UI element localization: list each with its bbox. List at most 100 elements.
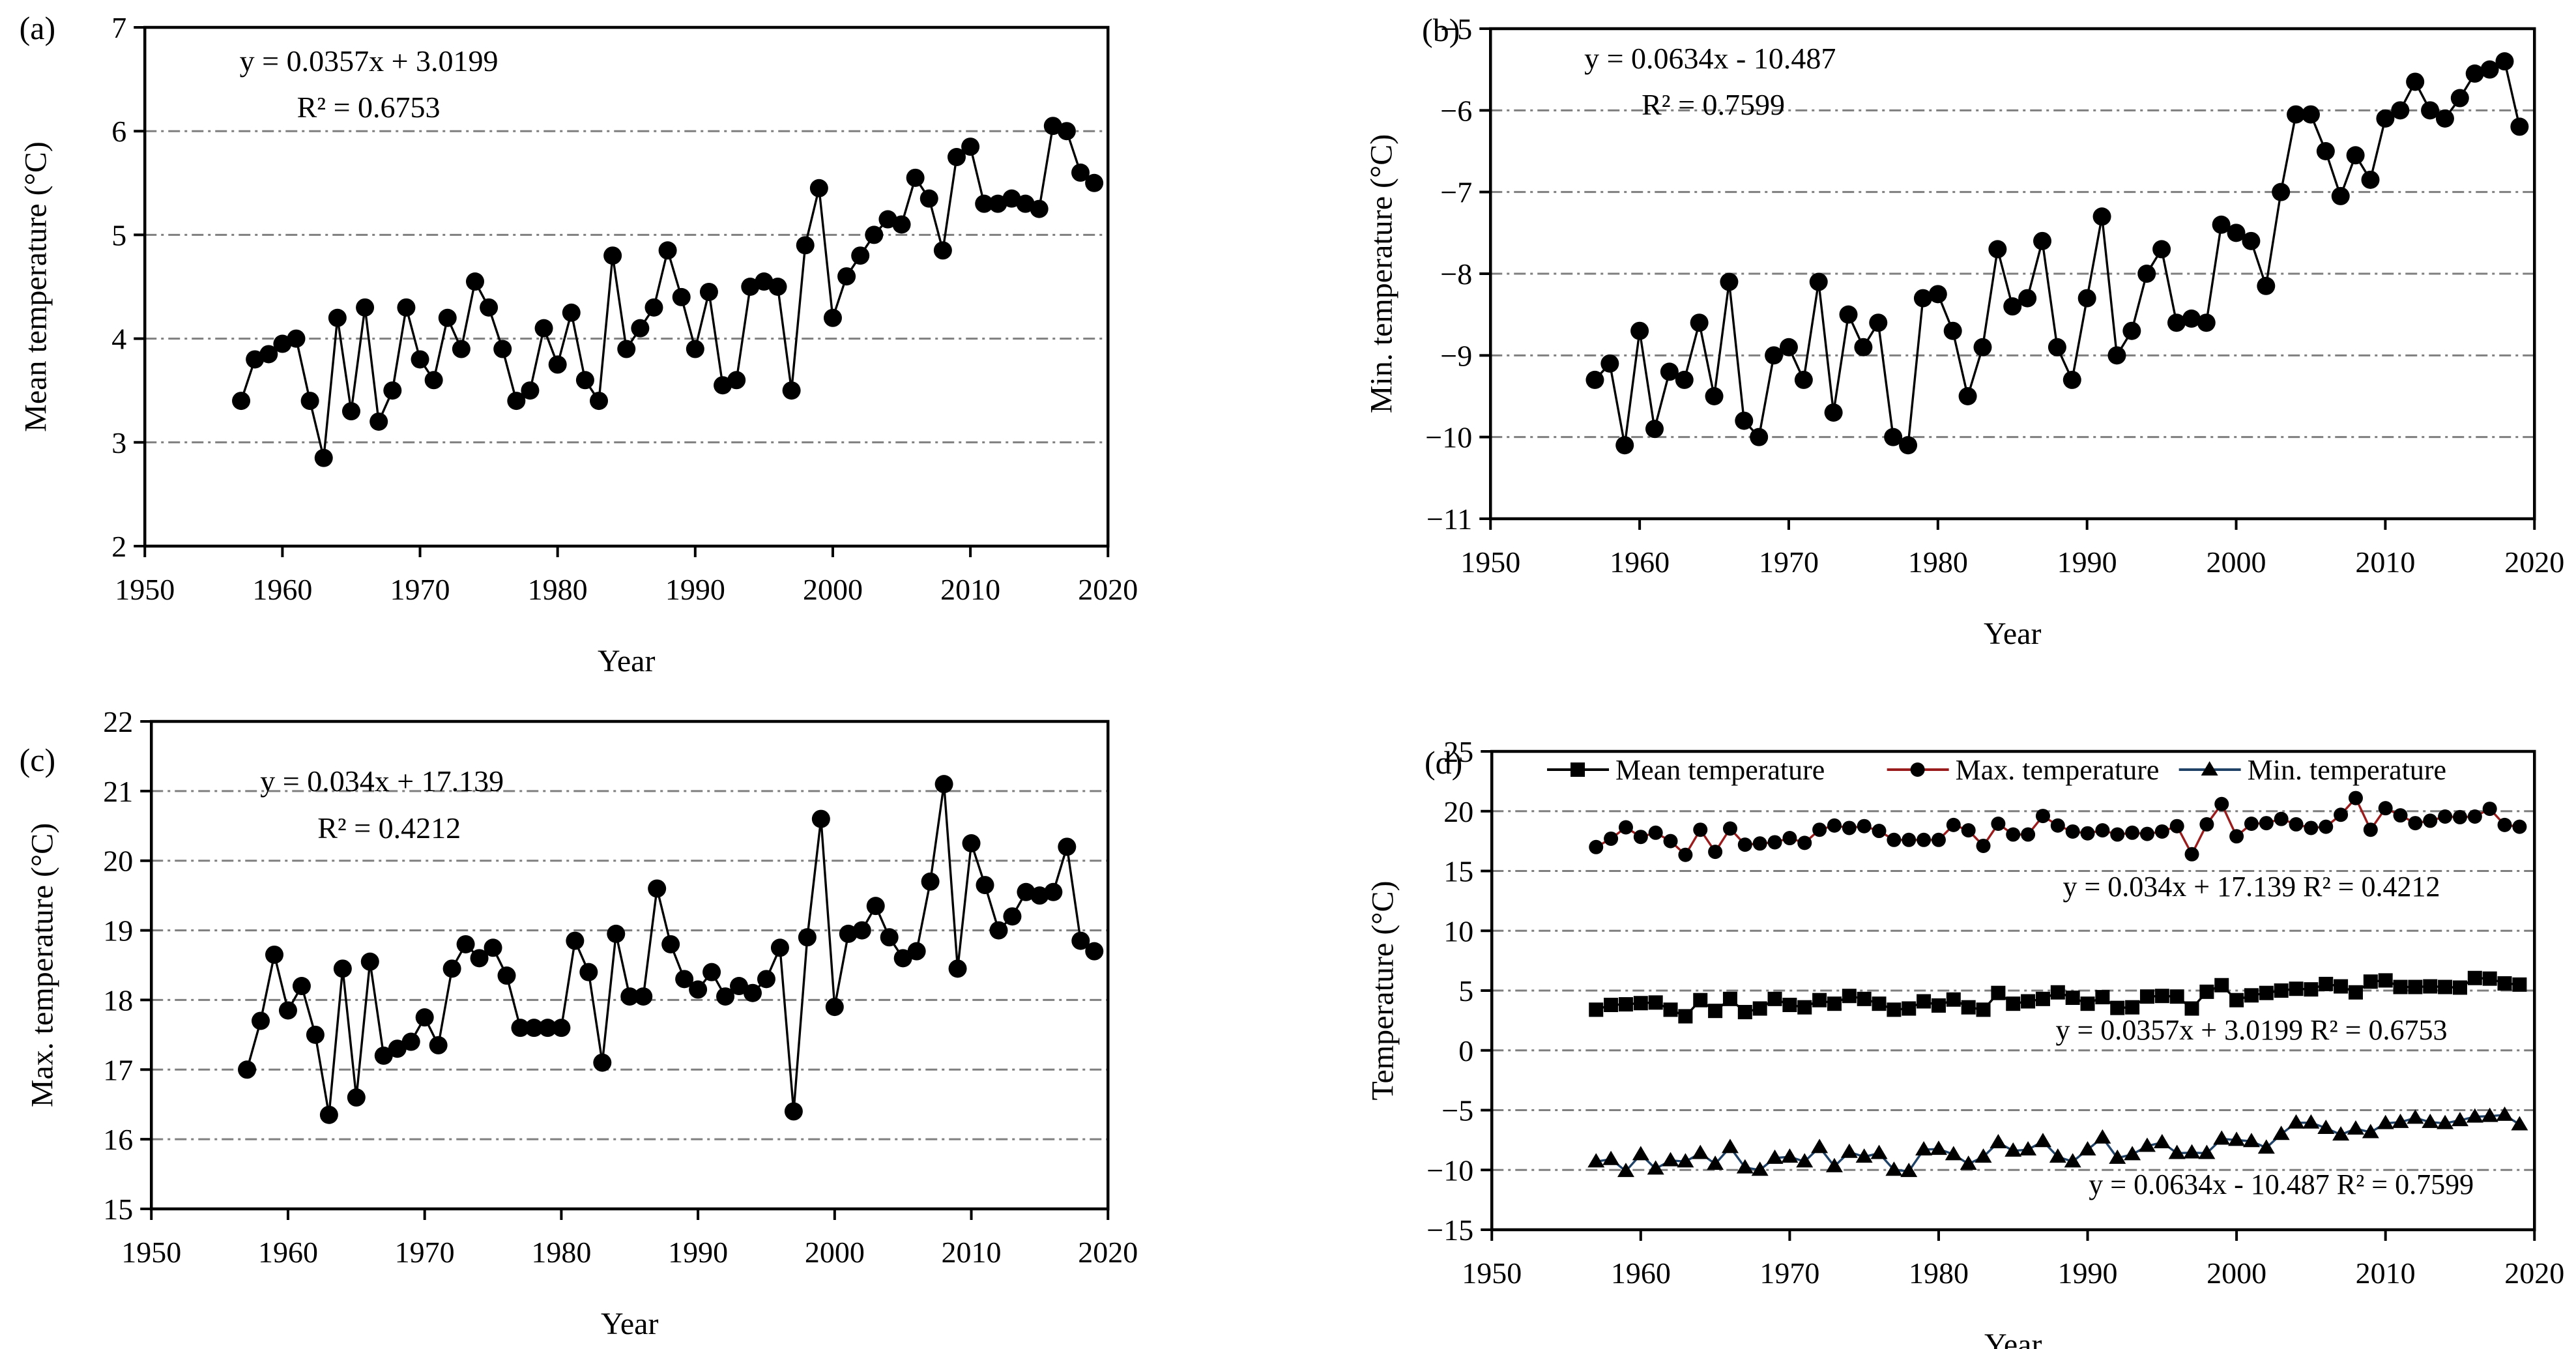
circle-marker	[2497, 817, 2512, 832]
circle-marker	[2331, 186, 2350, 205]
circle-marker	[328, 308, 347, 327]
circle-marker	[699, 282, 718, 301]
circle-marker	[2495, 52, 2513, 71]
circle-marker	[866, 897, 885, 916]
triangle-marker	[2436, 1114, 2453, 1129]
circle-marker	[2361, 170, 2380, 189]
circle-marker	[401, 1032, 420, 1051]
circle-marker	[839, 924, 858, 943]
triangle-marker	[1706, 1155, 1724, 1170]
circle-marker	[493, 340, 512, 358]
y-tick-label: 22	[103, 705, 133, 738]
triangle-marker	[2362, 1124, 2379, 1139]
triangle-marker	[2287, 1114, 2305, 1129]
circle-marker	[2316, 142, 2335, 160]
circle-marker	[341, 402, 360, 421]
r-squared-value: R² = 0.7599	[1642, 88, 1786, 122]
circle-marker	[880, 928, 899, 947]
circle-marker	[246, 350, 265, 369]
y-tick-label: 5	[1458, 974, 1473, 1008]
square-marker	[1812, 993, 1827, 1008]
circle-marker	[2437, 809, 2452, 824]
circle-marker	[648, 879, 667, 898]
panel-c-tag: (c)	[19, 742, 56, 779]
circle-marker	[1737, 837, 1752, 852]
circle-marker	[755, 272, 774, 291]
square-marker	[2035, 991, 2050, 1006]
circle-marker	[2109, 827, 2124, 842]
circle-marker	[644, 298, 663, 317]
square-marker	[1886, 1002, 1901, 1017]
square-marker	[2214, 978, 2229, 993]
triangle-marker	[2347, 1120, 2364, 1135]
x-tick-label: 2010	[2355, 1256, 2415, 1290]
square-marker	[2452, 980, 2467, 995]
x-tick-label: 1960	[1610, 1256, 1670, 1290]
square-marker	[2274, 983, 2289, 998]
x-tick-label: 2010	[942, 1236, 1002, 1269]
circle-marker	[962, 834, 981, 852]
circle-marker	[1943, 321, 1962, 340]
circle-marker	[770, 938, 789, 957]
circle-marker	[1883, 428, 1902, 446]
panel-a-chart: 2 3 4 5 6 7 1950 1960 1970 1980 1990 2000 2010 2020 Me…	[18, 11, 1138, 674]
square-marker	[2318, 976, 2333, 991]
circle-marker	[2375, 109, 2394, 128]
y-axis-label: Mean temperature (°C)	[18, 141, 53, 432]
x-tick-label: 2000	[805, 1236, 865, 1269]
r-squared-value: R² = 0.4212	[317, 811, 461, 845]
circle-marker	[1812, 822, 1827, 837]
x-axis-label: Year	[1984, 1327, 2042, 1349]
circle-marker	[1976, 838, 1991, 853]
x-tick-label: 1960	[252, 573, 312, 606]
r-squared-value: R² = 0.6753	[297, 91, 441, 124]
circle-marker	[634, 987, 653, 1006]
circle-marker	[1633, 830, 1648, 845]
circle-marker	[1827, 818, 1842, 833]
circle-marker	[259, 345, 278, 364]
circle-marker	[1910, 762, 1925, 777]
square-marker	[2437, 979, 2452, 994]
circle-marker	[989, 194, 1007, 213]
y-tick-label: 20	[103, 845, 133, 878]
circle-marker	[2122, 321, 2141, 340]
circle-marker	[2289, 817, 2304, 832]
x-tick-label: 1990	[665, 573, 725, 606]
circle-marker	[2167, 313, 2186, 332]
circle-marker	[360, 952, 379, 971]
panel-d-tag: (d)	[1425, 744, 1463, 781]
square-marker	[1663, 1002, 1678, 1017]
y-tick-label: −11	[1426, 502, 1472, 536]
y-tick-label: 18	[103, 983, 133, 1017]
square-marker	[1976, 1002, 1991, 1017]
triangle-marker	[1751, 1161, 1769, 1176]
triangle-marker	[2227, 1131, 2245, 1146]
y-tick-label: −8	[1440, 257, 1472, 291]
triangle-marker	[1989, 1134, 2006, 1149]
circle-marker	[851, 246, 870, 265]
circle-marker	[837, 267, 856, 286]
square-marker	[2124, 1000, 2139, 1015]
y-tick-label: 16	[103, 1123, 133, 1156]
x-tick-label: 2000	[2207, 1256, 2266, 1290]
x-tick-label: 2010	[940, 573, 1000, 606]
circle-marker	[2229, 829, 2244, 844]
circle-marker	[809, 179, 828, 197]
circle-marker	[2080, 826, 2095, 841]
square-marker	[2109, 1000, 2124, 1015]
triangle-marker	[2153, 1134, 2171, 1149]
circle-marker	[238, 1060, 257, 1079]
circle-marker	[579, 963, 598, 981]
y-tick-label: 2	[111, 530, 126, 563]
square-marker	[1722, 991, 1737, 1006]
circle-marker	[1085, 942, 1104, 961]
circle-marker	[287, 329, 306, 348]
y-tick-label: 6	[111, 115, 126, 148]
circle-marker	[1872, 824, 1887, 839]
circle-marker	[374, 1046, 393, 1065]
circle-marker	[1779, 338, 1798, 356]
triangle-marker	[2197, 1144, 2215, 1159]
circle-marker	[2482, 802, 2497, 817]
circle-marker	[1916, 832, 1931, 847]
circle-marker	[2422, 813, 2437, 828]
